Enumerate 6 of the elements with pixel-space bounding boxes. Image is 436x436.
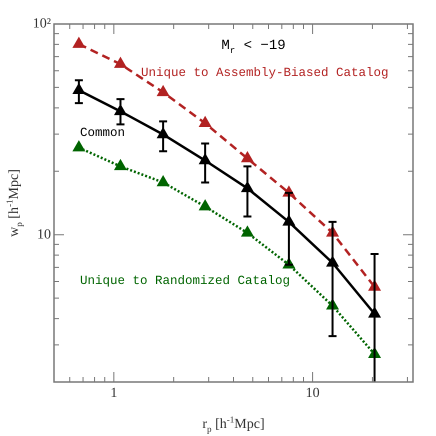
y-axis-title: wp [h-1Mpc] <box>4 169 24 237</box>
series-label: Unique to Assembly-Biased Catalog <box>141 66 389 80</box>
series-label: Unique to Randomized Catalog <box>80 274 290 288</box>
y-tick-label: 10² <box>32 16 51 32</box>
x-tick-label: 1 <box>110 386 118 402</box>
series-label: Common <box>80 126 126 140</box>
